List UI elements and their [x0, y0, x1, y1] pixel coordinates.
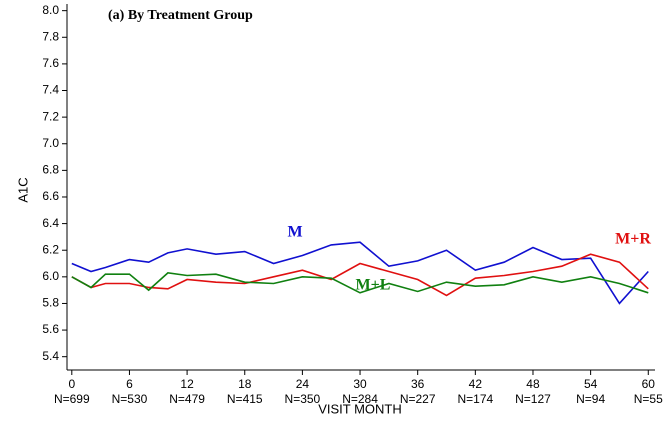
x-tick-label: 42 — [469, 377, 483, 391]
x-tick-label: 54 — [584, 377, 598, 391]
x-tick-sublabel: N=415 — [227, 392, 263, 406]
x-tick-sublabel: N=55 — [634, 392, 663, 406]
y-tick-label: 6.2 — [42, 242, 59, 256]
x-tick-label: 0 — [68, 377, 75, 391]
y-tick-label: 5.4 — [42, 349, 59, 363]
chart-title: (a) By Treatment Group — [108, 8, 253, 23]
x-tick-sublabel: N=174 — [457, 392, 493, 406]
series-line — [71, 272, 649, 294]
y-tick-label: 7.4 — [42, 83, 59, 97]
x-axis-label: VISIT MONTH — [318, 401, 402, 416]
y-tick-label: 6.0 — [42, 269, 59, 283]
x-tick-sublabel: N=94 — [576, 392, 605, 406]
x-tick-sublabel: N=479 — [169, 392, 205, 406]
series-line — [71, 253, 649, 297]
x-tick-sublabel: N=530 — [112, 392, 148, 406]
series-label: M+L — [356, 277, 391, 294]
y-tick-label: 5.6 — [42, 322, 59, 336]
y-tick-label: 6.6 — [42, 189, 59, 203]
x-tick-label: 30 — [353, 377, 367, 391]
x-tick-label: 48 — [526, 377, 540, 391]
y-tick-label: 7.8 — [42, 29, 59, 43]
y-tick-label: 7.2 — [42, 109, 59, 123]
y-tick-label: 7.0 — [42, 136, 59, 150]
series-label: M+R — [615, 231, 651, 248]
series-line — [71, 241, 649, 305]
x-tick-sublabel: N=350 — [285, 392, 321, 406]
series-label: M — [287, 224, 302, 241]
x-tick-label: 18 — [238, 377, 252, 391]
y-axis-label: A1C — [15, 177, 30, 202]
x-tick-label: 12 — [180, 377, 194, 391]
x-tick-label: 60 — [642, 377, 656, 391]
x-tick-label: 24 — [296, 377, 310, 391]
x-tick-sublabel: N=284 — [342, 392, 378, 406]
y-tick-label: 6.8 — [42, 163, 59, 177]
y-tick-label: 5.8 — [42, 296, 59, 310]
y-tick-label: 7.6 — [42, 56, 59, 70]
y-tick-label: 6.4 — [42, 216, 59, 230]
x-tick-label: 36 — [411, 377, 425, 391]
x-tick-sublabel: N=227 — [400, 392, 436, 406]
y-tick-label: 8.0 — [42, 3, 59, 17]
x-tick-label: 6 — [126, 377, 133, 391]
x-tick-sublabel: N=699 — [54, 392, 90, 406]
x-tick-sublabel: N=127 — [515, 392, 551, 406]
